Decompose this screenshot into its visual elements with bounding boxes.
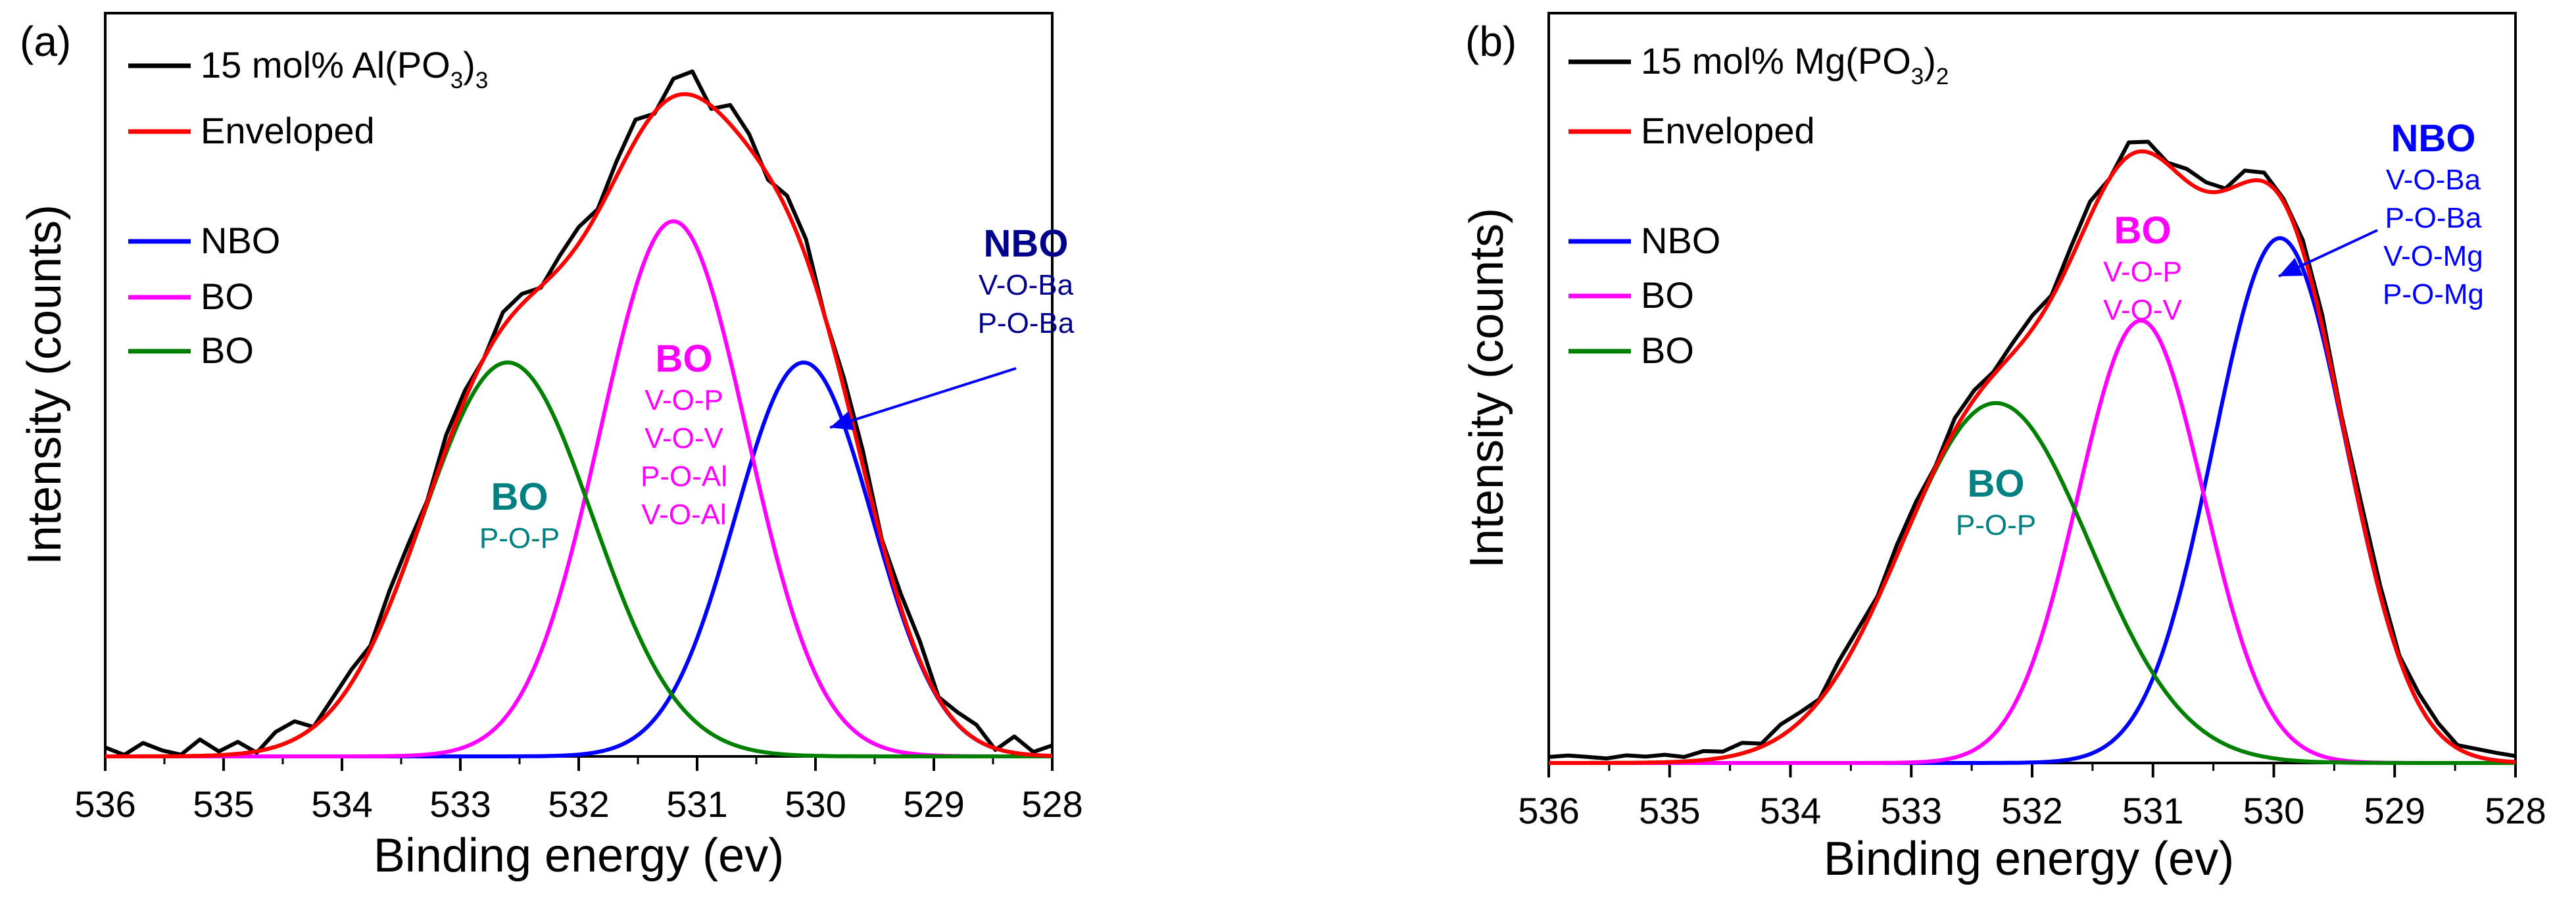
- chart-panel-a: 536 535 534 533 532 531 530 529 528 Binding energ…: [18, 12, 1083, 882]
- legend-text-part: 15 mol% Mg(PO: [1641, 40, 1911, 82]
- annotation-arrow: [829, 367, 1017, 429]
- annotation-title: BO: [2114, 209, 2172, 252]
- x-tick-label: 534: [311, 783, 372, 825]
- x-tick-label: 528: [1021, 783, 1082, 825]
- annotation-arrowhead: [2279, 258, 2304, 276]
- series-line-enveloped: [105, 92, 1053, 758]
- series-line-bo1: [105, 219, 1052, 758]
- legend-label-bo1: BO: [1641, 274, 1694, 316]
- annotation-line: V-O-V: [2103, 294, 2182, 326]
- legend-label-exp: 15 mol% Al(PO3)3: [201, 44, 488, 93]
- legend-text-part: BO: [201, 330, 254, 371]
- x-tick-label: 536: [1518, 790, 1579, 831]
- annotation-line: V-O-P: [2103, 256, 2182, 288]
- legend-label-bo1: BO: [201, 276, 254, 317]
- legend-label-env: Enveloped: [201, 110, 375, 151]
- legend-text-part: Enveloped: [1641, 110, 1815, 151]
- x-tick-label: 535: [1639, 790, 1700, 831]
- legend-text-part: BO: [1641, 274, 1694, 316]
- legend-text-part: ): [463, 44, 475, 86]
- x-tick-label: 535: [193, 783, 254, 825]
- annotation-title: NBO: [2391, 117, 2476, 160]
- annotation-title: NBO: [984, 222, 1069, 265]
- legend-text-part: 3: [475, 68, 488, 93]
- chart-panel-b: 536 535 534 533 532 531 530 529 528 Binding energ…: [1461, 12, 2546, 885]
- annotation-line: V-O-Ba: [2386, 164, 2481, 196]
- panel-label: (b): [1465, 18, 1517, 65]
- series-line-bo2: [105, 360, 1052, 758]
- legend-text-part: 15 mol% Al(PO: [201, 44, 450, 86]
- annotation-line: P-O-Mg: [2383, 278, 2484, 310]
- annotation-line: P-O-Ba: [978, 307, 1075, 339]
- x-tick-label: 531: [666, 783, 727, 825]
- legend-label-exp: 15 mol% Mg(PO3)2: [1641, 40, 1949, 89]
- x-axis-label: Binding energy (ev): [374, 829, 784, 882]
- legend-text-part: BO: [1641, 330, 1694, 371]
- panel-label: (a): [20, 18, 71, 65]
- annotation-arrowhead: [830, 411, 854, 430]
- x-tick-label: 533: [429, 783, 491, 825]
- legend-text-part: 3: [450, 68, 463, 93]
- annotation-line: P-O-P: [479, 522, 560, 554]
- legend-text-part: 2: [1936, 64, 1949, 89]
- legend-label-nbo: NBO: [201, 220, 280, 261]
- annotation-title: BO: [1968, 462, 2025, 505]
- series-line-enveloped: [1549, 149, 2516, 765]
- x-tick-label: 531: [2122, 790, 2183, 831]
- annotation-line: V-O-Mg: [2383, 240, 2483, 272]
- legend-text-part: 3: [1911, 64, 1924, 89]
- x-tick-label: 530: [2243, 790, 2304, 831]
- annotation-title: BO: [656, 337, 713, 380]
- annotation-line: V-O-Ba: [979, 269, 1074, 301]
- x-tick-label: 529: [903, 783, 964, 825]
- annotation-line: V-O-V: [644, 422, 723, 454]
- x-tick-label: 532: [548, 783, 609, 825]
- annotation-line: V-O-P: [644, 384, 723, 416]
- legend-label-bo2: BO: [201, 330, 254, 371]
- legend-text-part: NBO: [201, 220, 280, 261]
- y-axis-label: Intensity (counts): [1461, 208, 1513, 568]
- series-line-experimental: [104, 69, 1053, 757]
- legend-text-part: ): [1924, 40, 1936, 82]
- x-tick-label: 530: [785, 783, 846, 825]
- annotation-title: BO: [491, 476, 548, 518]
- legend-text-part: Enveloped: [201, 110, 375, 151]
- series-line-bo2: [1549, 401, 2515, 765]
- x-tick-label: 533: [1881, 790, 1942, 831]
- annotation-line: P-O-Al: [641, 460, 727, 493]
- annotation-line: V-O-Al: [641, 499, 727, 531]
- legend-label-nbo: NBO: [1641, 220, 1720, 261]
- y-axis-label: Intensity (counts): [18, 205, 71, 565]
- legend-text-part: NBO: [1641, 220, 1720, 261]
- legend-text-part: BO: [201, 276, 254, 317]
- legend-label-bo2: BO: [1641, 330, 1694, 371]
- annotation-line: P-O-P: [1956, 509, 2036, 541]
- x-tick-label: 529: [2364, 790, 2425, 831]
- annotation-line: P-O-Ba: [2385, 202, 2482, 234]
- x-tick-label: 536: [74, 783, 135, 825]
- x-tick-label: 532: [2001, 790, 2062, 831]
- series-line-nbo: [105, 360, 1053, 758]
- legend-label-env: Enveloped: [1641, 110, 1815, 151]
- x-tick-label: 528: [2485, 790, 2546, 831]
- x-tick-label: 534: [1760, 790, 1821, 831]
- x-axis-label: Binding energy (ev): [1824, 833, 2234, 885]
